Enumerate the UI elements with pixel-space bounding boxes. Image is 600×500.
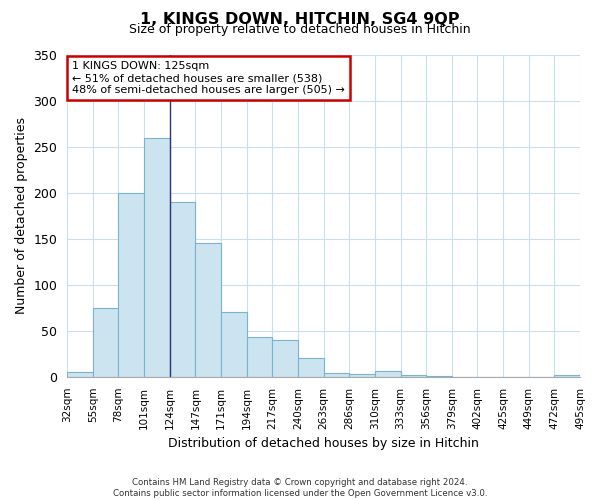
Text: Contains HM Land Registry data © Crown copyright and database right 2024.
Contai: Contains HM Land Registry data © Crown c… [113,478,487,498]
Bar [170,202,196,377]
Bar [196,244,221,377]
Text: 1, KINGS DOWN, HITCHIN, SG4 9QP: 1, KINGS DOWN, HITCHIN, SG4 9QP [140,12,460,26]
Bar [323,373,349,377]
Bar [144,138,170,377]
Bar [247,338,272,377]
Text: 1 KINGS DOWN: 125sqm
← 51% of detached houses are smaller (538)
48% of semi-deta: 1 KINGS DOWN: 125sqm ← 51% of detached h… [72,62,345,94]
Bar [375,372,401,377]
Bar [221,312,247,377]
Bar [401,375,426,377]
X-axis label: Distribution of detached houses by size in Hitchin: Distribution of detached houses by size … [168,437,479,450]
Bar [298,358,323,377]
Bar [93,308,118,377]
Bar [554,375,580,377]
Bar [67,372,93,377]
Bar [118,193,144,377]
Bar [272,340,298,377]
Text: Size of property relative to detached houses in Hitchin: Size of property relative to detached ho… [129,24,471,36]
Bar [426,376,452,377]
Y-axis label: Number of detached properties: Number of detached properties [15,118,28,314]
Bar [349,374,375,377]
